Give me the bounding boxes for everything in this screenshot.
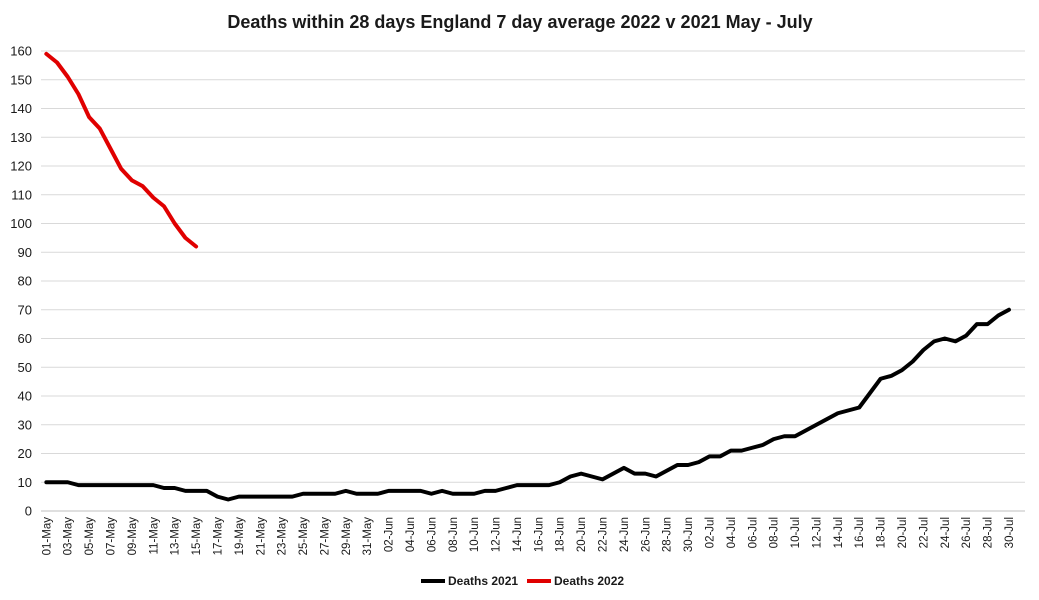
y-tick-label: 110 — [11, 187, 32, 202]
series-line-deaths-2022 — [44, 51, 199, 249]
y-tick-label: 80 — [18, 274, 32, 289]
x-tick-label: 24-Jul — [940, 517, 952, 548]
x-axis-ticks: 01-May 03-May 05-May 07-May 09-May 11-May 13-M… — [41, 517, 1016, 556]
x-tick-label: 04-Jun — [405, 517, 417, 552]
x-tick-label: 28-Jun — [662, 517, 674, 552]
x-tick-label: 27-May — [319, 517, 331, 556]
x-tick-label: 20-Jun — [576, 517, 588, 552]
x-tick-label: 08-Jul — [769, 517, 781, 548]
x-tick-label: 19-May — [234, 517, 246, 556]
x-tick-label: 25-May — [298, 517, 310, 556]
x-tick-label: 06-Jul — [747, 517, 759, 548]
gridlines — [41, 50, 1025, 512]
x-tick-label: 16-Jun — [533, 517, 545, 552]
x-tick-label: 07-May — [106, 517, 118, 556]
x-tick-label: 12-Jul — [811, 517, 823, 548]
legend: Deaths 2021 Deaths 2022 — [421, 574, 624, 588]
x-tick-label: 16-Jul — [854, 517, 866, 548]
x-tick-label: 21-May — [255, 517, 267, 556]
series-line-deaths-2021 — [44, 307, 1011, 502]
x-tick-label: 12-Jun — [491, 517, 503, 552]
y-tick-label: 130 — [10, 130, 32, 145]
legend-label-deaths-2022: Deaths 2022 — [554, 574, 624, 588]
x-tick-label: 29-May — [341, 517, 353, 556]
x-tick-label: 22-Jun — [598, 517, 610, 552]
x-tick-label: 03-May — [63, 517, 75, 556]
y-tick-label: 50 — [18, 360, 32, 375]
x-tick-label: 17-May — [212, 517, 224, 556]
y-tick-label: 160 — [10, 44, 32, 59]
y-tick-label: 60 — [18, 331, 32, 346]
y-tick-label: 90 — [18, 245, 32, 260]
x-tick-label: 26-Jul — [961, 517, 973, 548]
x-tick-label: 24-Jun — [619, 517, 631, 552]
x-tick-label: 18-Jul — [876, 517, 888, 548]
x-tick-label: 18-Jun — [555, 517, 567, 552]
x-tick-label: 08-Jun — [448, 517, 460, 552]
y-tick-label: 0 — [25, 504, 32, 519]
x-tick-label: 01-May — [41, 517, 53, 556]
series-lines — [44, 51, 1011, 502]
x-tick-label: 23-May — [277, 517, 289, 556]
x-tick-label: 02-Jun — [384, 517, 396, 552]
y-tick-label: 10 — [18, 475, 32, 490]
x-tick-label: 05-May — [84, 517, 96, 556]
x-tick-label: 09-May — [127, 517, 139, 556]
y-tick-label: 20 — [18, 446, 32, 461]
x-tick-label: 30-Jun — [683, 517, 695, 552]
x-tick-label: 02-Jul — [704, 517, 716, 548]
x-tick-label: 11-May — [148, 517, 160, 555]
chart-title: Deaths within 28 days England 7 day aver… — [227, 12, 812, 32]
y-tick-label: 30 — [18, 417, 32, 432]
y-tick-label: 120 — [10, 159, 32, 174]
y-tick-label: 140 — [10, 101, 32, 116]
x-tick-label: 20-Jul — [897, 517, 909, 548]
x-tick-label: 10-Jul — [790, 517, 802, 548]
y-tick-label: 150 — [10, 72, 32, 87]
x-tick-label: 04-Jul — [726, 517, 738, 548]
x-tick-label: 30-Jul — [1004, 517, 1016, 548]
x-tick-label: 26-Jun — [640, 517, 652, 552]
x-tick-label: 06-Jun — [426, 517, 438, 552]
x-tick-label: 14-Jun — [512, 517, 524, 552]
y-tick-label: 100 — [10, 216, 32, 231]
y-axis-ticks: 0 10 20 30 40 50 60 70 80 90 100 110 120 130 140 150 160 — [10, 44, 32, 519]
y-tick-label: 40 — [18, 389, 32, 404]
x-tick-label: 13-May — [170, 517, 182, 556]
y-tick-label: 70 — [18, 302, 32, 317]
legend-label-deaths-2021: Deaths 2021 — [448, 574, 518, 588]
x-tick-label: 28-Jul — [983, 517, 995, 548]
x-tick-label: 22-Jul — [918, 517, 930, 548]
x-tick-label: 10-Jun — [469, 517, 481, 552]
x-tick-label: 15-May — [191, 517, 203, 556]
x-tick-label: 31-May — [362, 517, 374, 556]
x-tick-label: 14-Jul — [833, 517, 845, 548]
